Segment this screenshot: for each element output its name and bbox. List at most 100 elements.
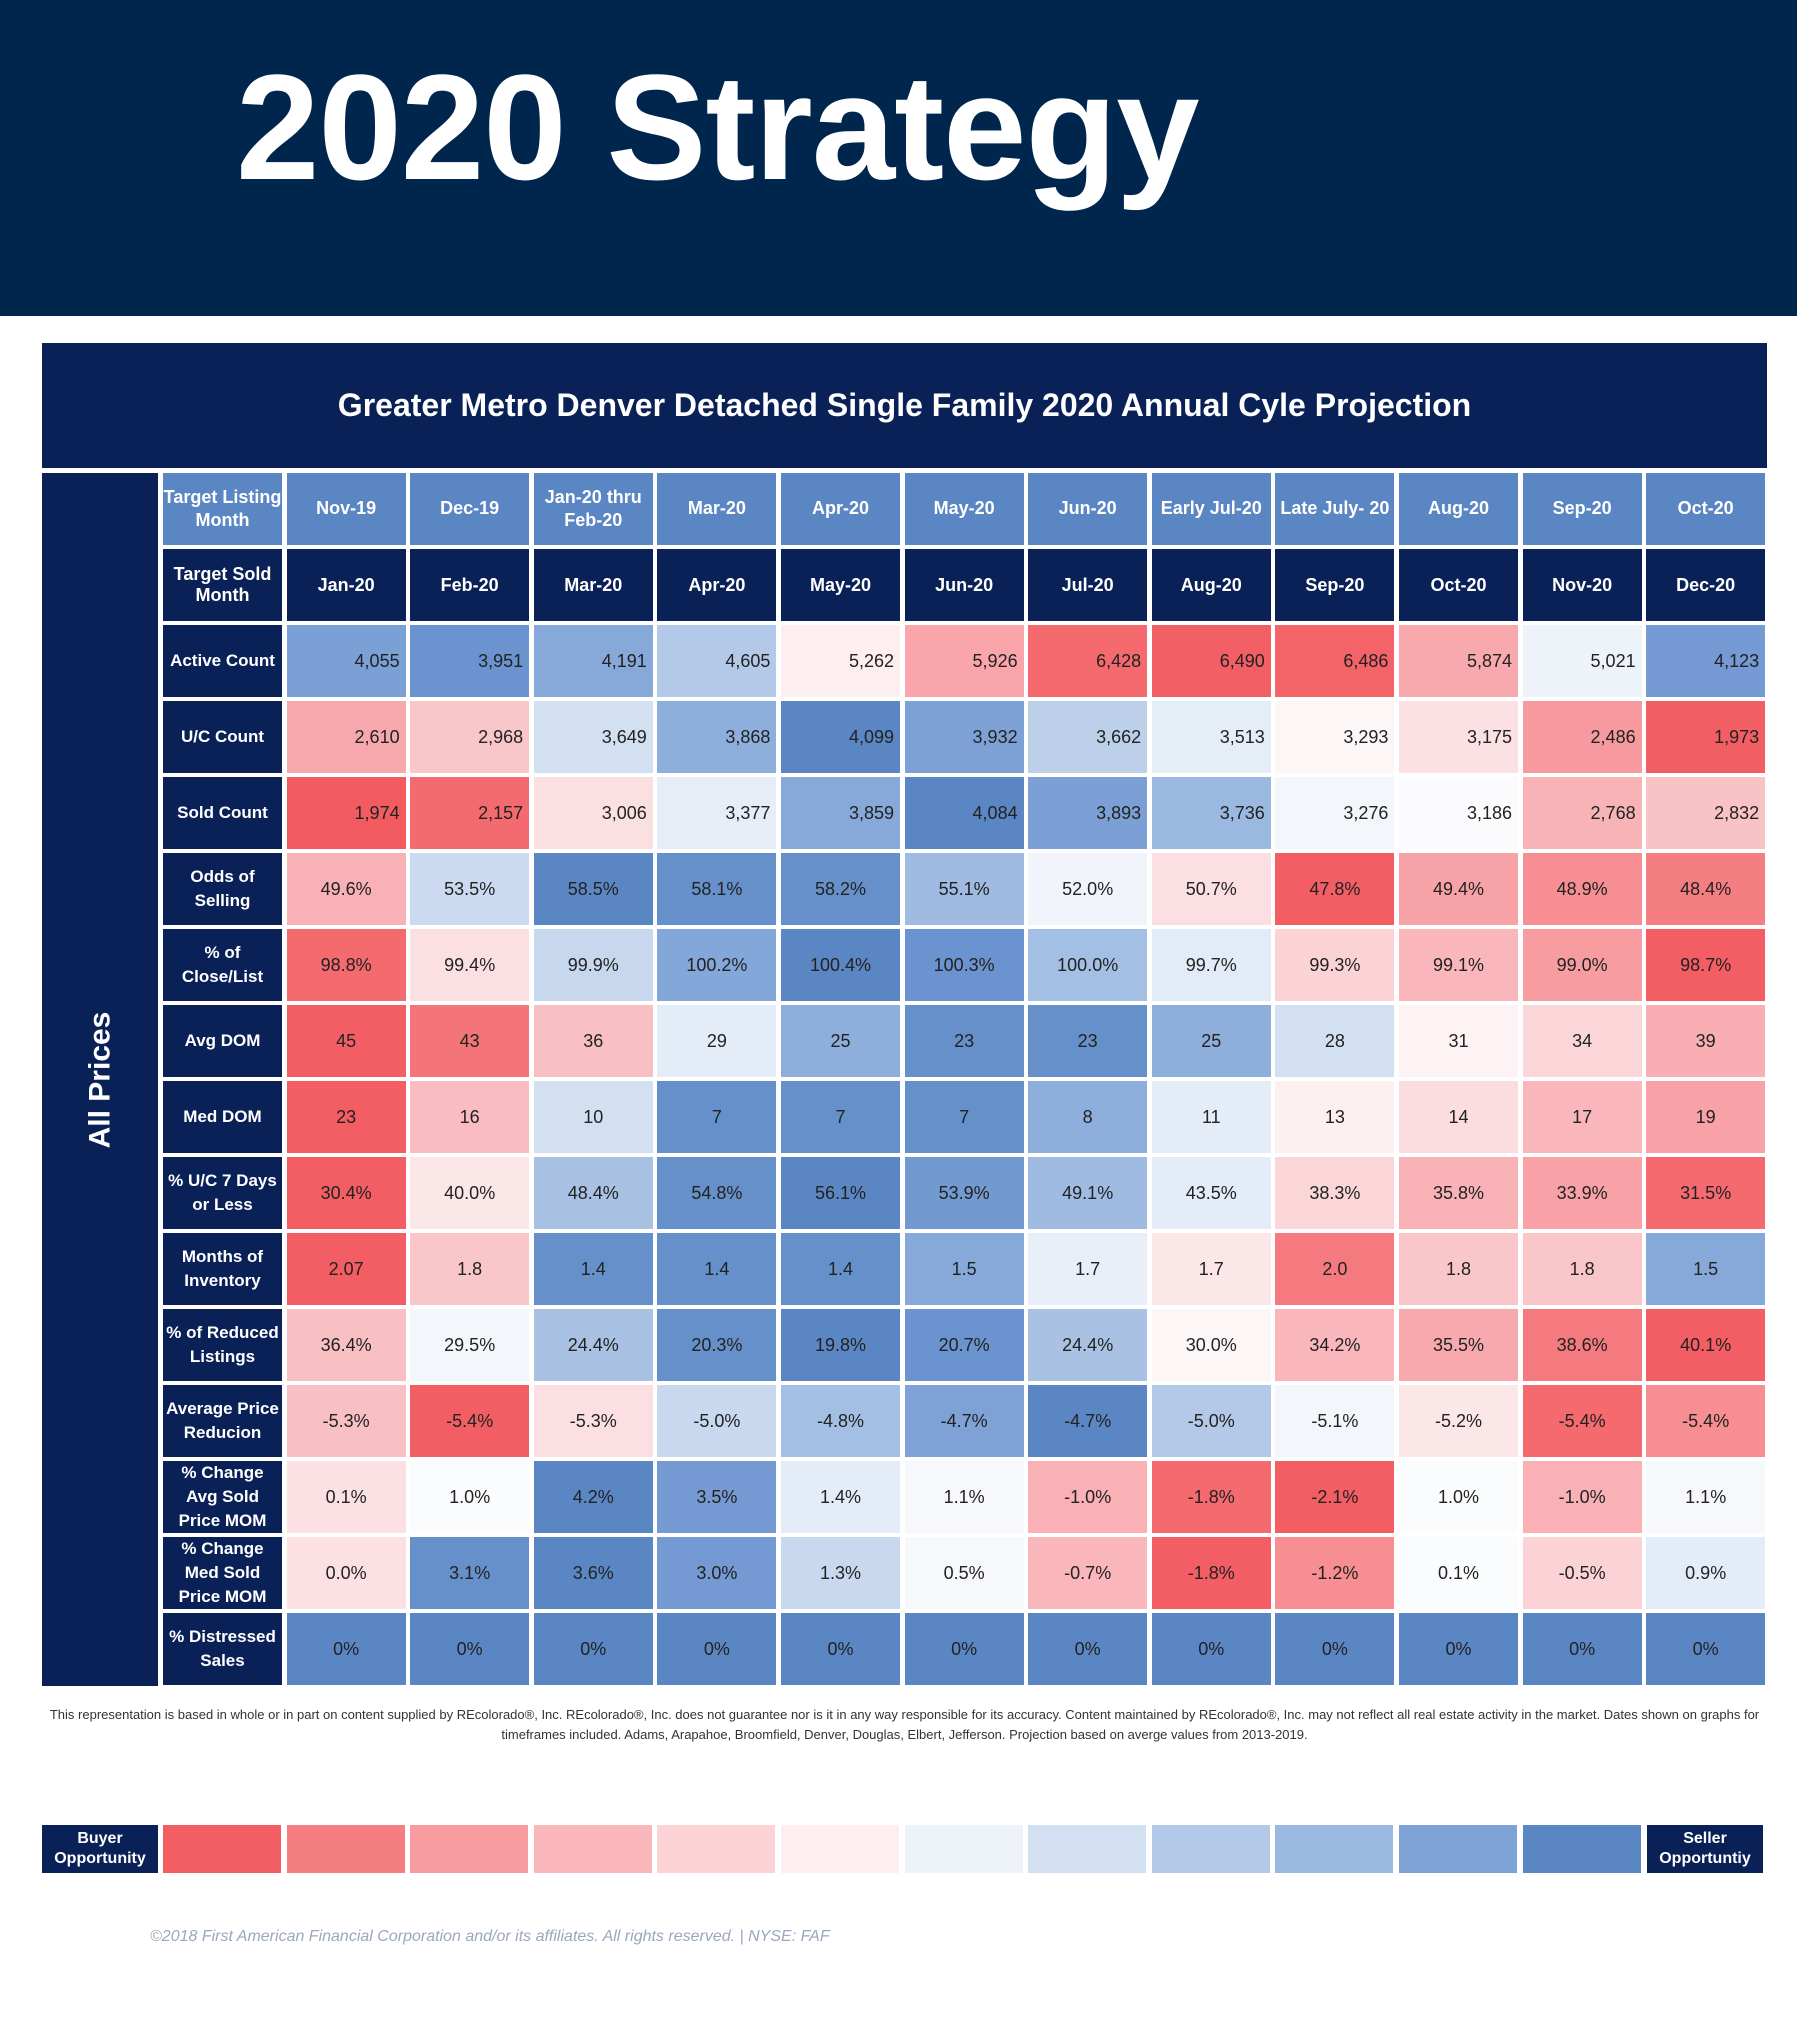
data-cell: -5.4%	[410, 1385, 530, 1457]
sold-month-cell: Feb-20	[410, 549, 530, 621]
data-cell: 1.0%	[1399, 1461, 1518, 1533]
legend-swatch	[1275, 1825, 1394, 1873]
data-cell: 1,974	[286, 777, 406, 849]
data-cell: 48.4%	[1646, 853, 1766, 925]
data-cell: 43.5%	[1151, 1157, 1271, 1229]
data-cell: 0%	[1646, 1613, 1766, 1685]
data-cell: -1.8%	[1151, 1537, 1271, 1609]
row-label: Odds of Selling	[163, 853, 282, 925]
data-cell: 11	[1151, 1081, 1271, 1153]
data-cell: -5.0%	[657, 1385, 777, 1457]
legend-swatch	[1399, 1825, 1517, 1873]
data-cell: 3,868	[657, 701, 777, 773]
sold-month-cell: Jan-20	[286, 549, 406, 621]
data-cell: 23	[904, 1005, 1024, 1077]
data-cell: 29.5%	[410, 1309, 530, 1381]
sold-month-header: Target Sold Month	[163, 549, 282, 621]
legend-seller-label: Seller Opportuntiy	[1647, 1825, 1763, 1873]
data-cell: 30.4%	[286, 1157, 406, 1229]
data-cell: 43	[410, 1005, 530, 1077]
data-cell: 1.5	[904, 1233, 1024, 1305]
data-cell: 1.1%	[904, 1461, 1024, 1533]
data-cell: 3,175	[1399, 701, 1518, 773]
data-cell: -5.1%	[1275, 1385, 1395, 1457]
row-label: % Distressed Sales	[163, 1613, 282, 1685]
row-label: Active Count	[163, 625, 282, 697]
data-cell: 3,293	[1275, 701, 1395, 773]
data-cell: 48.4%	[533, 1157, 653, 1229]
legend-swatch	[286, 1825, 405, 1873]
data-cell: 100.2%	[657, 929, 777, 1001]
legend-swatch	[1151, 1825, 1270, 1873]
data-cell: 23	[286, 1081, 406, 1153]
data-cell: 6,490	[1151, 625, 1271, 697]
data-cell: 53.5%	[410, 853, 530, 925]
data-cell: 5,874	[1399, 625, 1518, 697]
data-cell: 8	[1028, 1081, 1148, 1153]
sold-month-cell: Sep-20	[1275, 549, 1395, 621]
data-cell: 10	[533, 1081, 653, 1153]
data-cell: 100.3%	[904, 929, 1024, 1001]
data-cell: 3,276	[1275, 777, 1395, 849]
data-cell: 2.0	[1275, 1233, 1395, 1305]
data-cell: 3,006	[533, 777, 653, 849]
data-cell: -5.2%	[1399, 1385, 1518, 1457]
data-cell: 4,123	[1646, 625, 1766, 697]
data-cell: 54.8%	[657, 1157, 777, 1229]
data-cell: 23	[1028, 1005, 1148, 1077]
row-label: % U/C 7 Days or Less	[163, 1157, 282, 1229]
legend-swatch	[904, 1825, 1023, 1873]
data-cell: 3.0%	[657, 1537, 777, 1609]
data-cell: 1.5	[1646, 1233, 1766, 1305]
data-cell: 7	[657, 1081, 777, 1153]
data-cell: 1.8	[410, 1233, 530, 1305]
data-cell: 4,099	[781, 701, 900, 773]
row-label: % of Close/List	[163, 929, 282, 1001]
legend-swatch	[410, 1825, 529, 1873]
data-cell: 45	[286, 1005, 406, 1077]
data-cell: 58.5%	[533, 853, 653, 925]
row-label: Avg DOM	[163, 1005, 282, 1077]
data-cell: 0%	[1399, 1613, 1518, 1685]
data-cell: 0.1%	[1399, 1537, 1518, 1609]
data-cell: -5.4%	[1522, 1385, 1642, 1457]
data-cell: 2,486	[1522, 701, 1642, 773]
listing-month-cell: Jun-20	[1028, 473, 1148, 545]
data-cell: 0%	[410, 1613, 530, 1685]
data-cell: 50.7%	[1151, 853, 1271, 925]
data-cell: -2.1%	[1275, 1461, 1395, 1533]
data-cell: 31.5%	[1646, 1157, 1766, 1229]
data-cell: 0%	[286, 1613, 406, 1685]
listing-month-cell: Aug-20	[1399, 473, 1518, 545]
data-cell: 0.5%	[904, 1537, 1024, 1609]
listing-month-cell: Oct-20	[1646, 473, 1766, 545]
data-cell: -4.7%	[904, 1385, 1024, 1457]
data-cell: 98.8%	[286, 929, 406, 1001]
disclaimer-text: This representation is based in whole or…	[49, 1707, 1760, 1742]
data-cell: 5,021	[1522, 625, 1642, 697]
data-cell: 0%	[904, 1613, 1024, 1685]
data-cell: 0%	[1028, 1613, 1148, 1685]
row-label: U/C Count	[163, 701, 282, 773]
listing-month-cell: Mar-20	[657, 473, 777, 545]
row-label: % Change Med Sold Price MOM	[163, 1537, 282, 1609]
legend-buyer-label: Buyer Opportunity	[42, 1825, 158, 1873]
data-cell: -1.2%	[1275, 1537, 1395, 1609]
data-cell: -5.0%	[1151, 1385, 1271, 1457]
data-cell: 4.2%	[533, 1461, 653, 1533]
data-cell: 99.9%	[533, 929, 653, 1001]
legend-swatch	[1028, 1825, 1147, 1873]
data-cell: 3.5%	[657, 1461, 777, 1533]
data-cell: 24.4%	[533, 1309, 653, 1381]
data-cell: 7	[781, 1081, 900, 1153]
data-cell: 3,859	[781, 777, 900, 849]
data-cell: 34	[1522, 1005, 1642, 1077]
table-title-bar: Greater Metro Denver Detached Single Fam…	[42, 343, 1767, 468]
legend-swatch	[163, 1825, 281, 1873]
listing-month-cell: May-20	[904, 473, 1024, 545]
data-cell: 1.7	[1151, 1233, 1271, 1305]
data-cell: 1.4	[657, 1233, 777, 1305]
data-cell: 35.5%	[1399, 1309, 1518, 1381]
listing-month-cell: Sep-20	[1522, 473, 1642, 545]
data-cell: 99.7%	[1151, 929, 1271, 1001]
